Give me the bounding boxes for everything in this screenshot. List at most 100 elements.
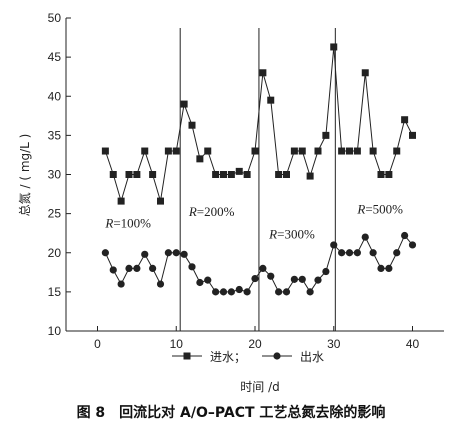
data-point-square [251, 147, 259, 155]
x-tick-label: 20 [248, 337, 262, 351]
legend-entry: 出水 [262, 350, 324, 364]
data-point-circle [227, 288, 235, 296]
legend-marker-circle [273, 352, 281, 360]
legend-label: 出水 [300, 350, 324, 364]
data-point-square [283, 171, 290, 178]
data-point-square [188, 121, 196, 129]
annotation-variable: R [356, 202, 365, 217]
legend-marker-square [183, 352, 191, 360]
y-tick-label: 40 [48, 89, 62, 103]
annotation-value: =200% [197, 204, 235, 219]
data-point-circle [408, 241, 417, 249]
data-point-circle [141, 250, 149, 258]
figure-caption: 图 8 回流比对 A/O–PACT 工艺总氮去除的影响 [77, 404, 386, 421]
data-point-square [361, 69, 369, 77]
data-point-circle [196, 278, 204, 287]
data-point-circle [345, 249, 354, 257]
annotation-value: =100% [113, 216, 151, 231]
data-point-circle [322, 267, 330, 276]
data-point-circle [235, 285, 243, 294]
annotation-variable: R [268, 227, 277, 242]
x-ticks: 0 10 20 30 40 [94, 326, 419, 351]
data-point-square [259, 69, 267, 77]
data-point-circle [353, 249, 361, 257]
data-point-square [267, 96, 275, 104]
data-point-circle [338, 249, 346, 257]
data-point-circle [109, 266, 117, 274]
data-point-circle [156, 280, 165, 288]
period-dividers [179, 28, 336, 331]
recycle-ratio-annotation: R=200% [188, 204, 235, 219]
data-point-circle [164, 249, 172, 257]
data-point-square [275, 171, 283, 178]
y-tick-label: 35 [48, 128, 62, 142]
data-point-circle [377, 264, 385, 272]
legend-entry: 进水； [172, 350, 246, 364]
data-point-square [346, 147, 353, 155]
data-point-square [172, 147, 180, 155]
data-point-circle [401, 231, 409, 240]
data-point-square [298, 147, 306, 155]
annotation-value: =500% [365, 202, 403, 217]
data-point-circle [188, 263, 196, 271]
x-axis-label: 时间 /d [240, 380, 279, 394]
y-tick-label: 25 [48, 207, 62, 221]
data-point-circle [385, 264, 393, 272]
data-point-circle [219, 288, 228, 296]
x-tick-label: 0 [94, 337, 101, 351]
series-influent [101, 43, 416, 205]
series-line [104, 234, 413, 293]
data-point-circle [298, 275, 306, 283]
data-point-square [377, 171, 385, 178]
annotations: R=100%R=200%R=300%R=500% [104, 202, 403, 242]
data-point-circle [369, 249, 377, 257]
data-point-circle [290, 275, 298, 283]
data-point-circle [212, 288, 220, 296]
legend: 进水； 出水 [172, 350, 324, 364]
data-point-square [180, 100, 188, 108]
data-point-square [220, 171, 227, 178]
data-point-circle [361, 233, 369, 241]
data-point-circle [133, 264, 141, 272]
y-ticks: 10 15 20 25 30 35 40 45 50 [48, 11, 71, 338]
data-point-square [101, 147, 109, 155]
data-point-square [227, 171, 235, 178]
data-point-square [409, 131, 416, 139]
y-tick-label: 10 [48, 324, 62, 338]
x-tick-label: 10 [170, 337, 184, 351]
data-point-circle [267, 272, 275, 280]
data-point-square [235, 167, 243, 175]
y-tick-label: 20 [48, 246, 62, 260]
data-point-square [212, 171, 220, 178]
recycle-ratio-annotation: R=100% [104, 216, 151, 231]
recycle-ratio-annotation: R=500% [356, 202, 403, 217]
data-point-circle [282, 288, 291, 296]
data-point-circle [117, 280, 125, 288]
data-point-square [204, 147, 212, 155]
data-point-circle [243, 288, 251, 296]
data-point-circle [251, 274, 259, 283]
series-effluent [101, 231, 417, 296]
data-point-square [393, 147, 401, 155]
data-point-square [338, 147, 346, 155]
annotation-variable: R [104, 216, 113, 231]
data-point-square [164, 147, 172, 155]
y-axis-label: 总氮 / ( mg/L ) [17, 134, 32, 217]
series-line [104, 46, 413, 203]
data-point-circle [275, 288, 283, 296]
data-point-square [306, 172, 314, 180]
y-tick-label: 30 [48, 168, 62, 182]
data-point-circle [125, 264, 133, 272]
y-tick-label: 45 [48, 50, 62, 64]
data-point-square [385, 171, 393, 178]
data-point-circle [101, 249, 109, 257]
y-tick-label: 15 [48, 285, 62, 299]
data-point-square [401, 116, 409, 124]
data-point-circle [314, 276, 322, 284]
data-point-square [109, 171, 117, 178]
data-point-square [243, 171, 251, 178]
annotation-value: =300% [277, 227, 315, 242]
data-point-square [125, 171, 133, 178]
x-tick-label: 40 [406, 337, 420, 351]
